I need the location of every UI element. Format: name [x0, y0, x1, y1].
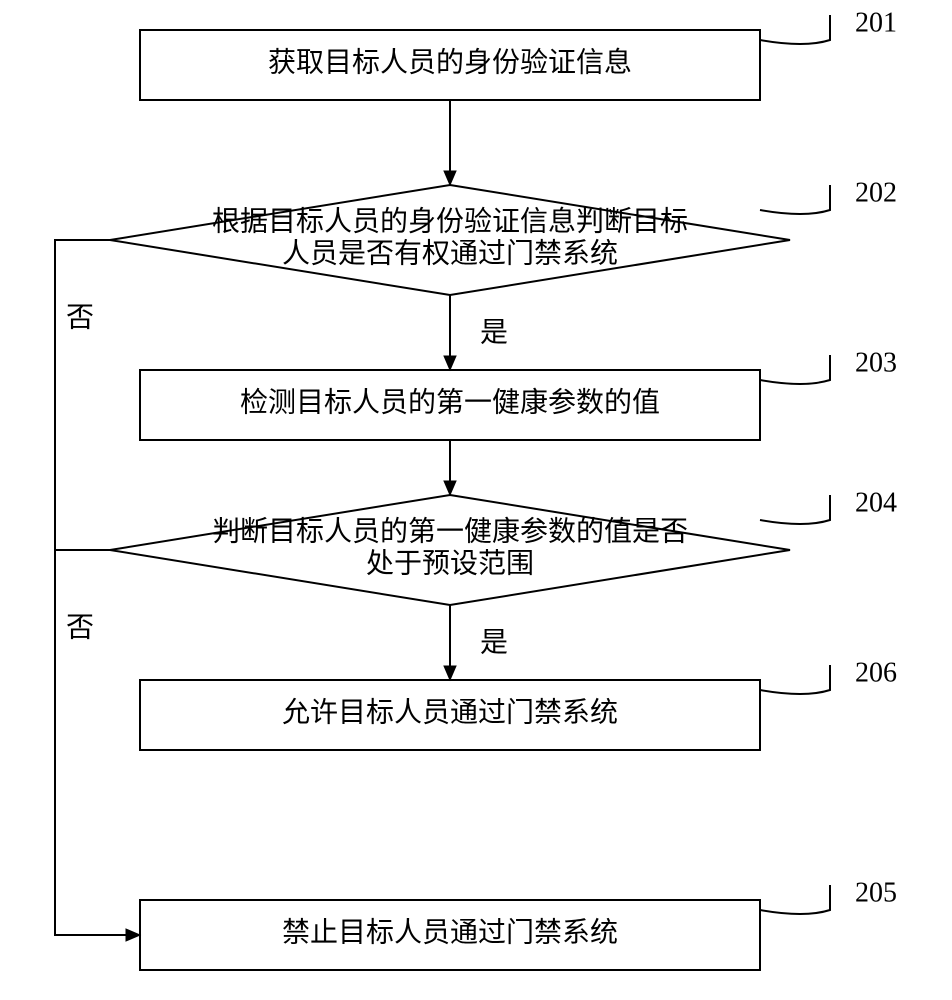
edge-e204_no-label: 否: [66, 612, 94, 643]
callout-c206-number: 206: [855, 657, 897, 688]
edge-e201_202-arrowhead: [444, 171, 456, 185]
flowchart-canvas: 获取目标人员的身份验证信息根据目标人员的身份验证信息判断目标人员是否有权通过门禁…: [0, 0, 952, 1000]
edge-e202_no: 否: [55, 240, 140, 941]
callout-c201-connector: [760, 15, 830, 44]
edge-e203_204-arrowhead: [444, 481, 456, 495]
callout-c203-connector: [760, 355, 830, 384]
callout-c204: 204: [760, 487, 897, 524]
callout-c202: 202: [760, 177, 897, 214]
edge-e204_206: 是: [444, 605, 508, 680]
callout-c201-number: 201: [855, 7, 897, 38]
edge-e204_206-arrowhead: [444, 666, 456, 680]
node-n206-text-0: 允许目标人员通过门禁系统: [282, 696, 618, 728]
edge-e204_no: 否: [55, 550, 110, 643]
edge-e201_202: [444, 100, 456, 185]
callout-c206-connector: [760, 665, 830, 694]
callout-c204-connector: [760, 495, 830, 524]
node-n201-text-0: 获取目标人员的身份验证信息: [268, 46, 632, 78]
node-n204-text-0: 判断目标人员的第一健康参数的值是否: [212, 515, 688, 547]
callout-c206: 206: [760, 657, 897, 694]
callout-c205-number: 205: [855, 877, 897, 908]
callout-c203: 203: [760, 347, 897, 384]
node-n203: 检测目标人员的第一健康参数的值: [140, 370, 760, 440]
callout-c201: 201: [760, 7, 897, 44]
callout-c204-number: 204: [855, 487, 897, 518]
edge-e202_203-label: 是: [480, 317, 508, 348]
node-n205-text-0: 禁止目标人员通过门禁系统: [282, 916, 618, 948]
callout-c205-connector: [760, 885, 830, 914]
node-n202: 根据目标人员的身份验证信息判断目标人员是否有权通过门禁系统: [110, 185, 790, 295]
edge-e204_206-label: 是: [480, 627, 508, 658]
edge-e202_203-arrowhead: [444, 356, 456, 370]
edge-e202_no-line: [55, 240, 140, 935]
node-n202-text-0: 根据目标人员的身份验证信息判断目标: [212, 205, 688, 237]
node-n204-text-1: 处于预设范围: [366, 548, 534, 580]
callout-c202-connector: [760, 185, 830, 214]
node-n203-text-0: 检测目标人员的第一健康参数的值: [240, 386, 660, 418]
node-n202-text-1: 人员是否有权通过门禁系统: [282, 238, 618, 270]
edge-e202_no-arrowhead: [126, 929, 140, 941]
edge-e203_204: [444, 440, 456, 495]
edge-e202_203: 是: [444, 295, 508, 370]
node-n204: 判断目标人员的第一健康参数的值是否处于预设范围: [110, 495, 790, 605]
callout-c205: 205: [760, 877, 897, 914]
node-n201: 获取目标人员的身份验证信息: [140, 30, 760, 100]
node-n205: 禁止目标人员通过门禁系统: [140, 900, 760, 970]
callout-c203-number: 203: [855, 347, 897, 378]
callout-c202-number: 202: [855, 177, 897, 208]
edge-e202_no-label: 否: [66, 302, 94, 333]
node-n206: 允许目标人员通过门禁系统: [140, 680, 760, 750]
